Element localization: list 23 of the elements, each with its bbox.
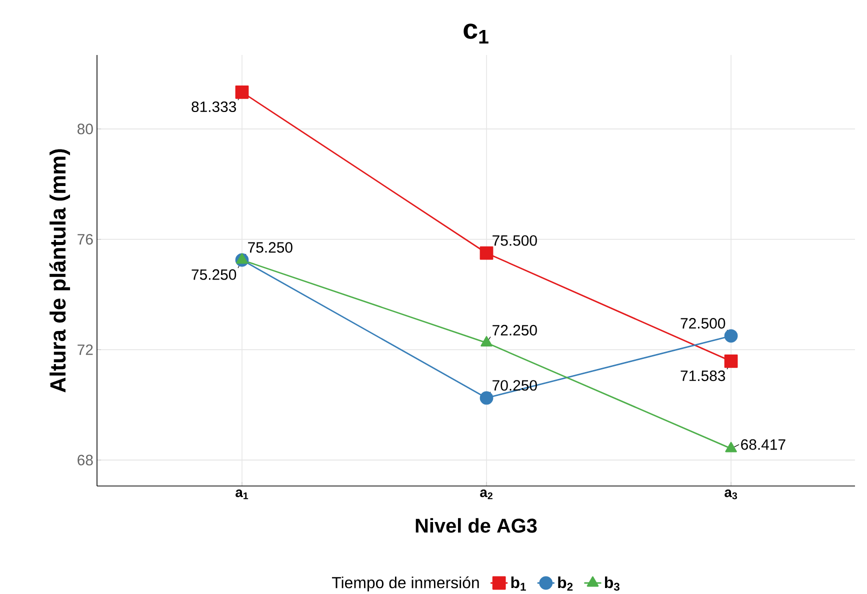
data-label: 70.250 xyxy=(492,380,537,391)
y-tick-label: 76 xyxy=(78,234,93,245)
x-tick-label: a$_{2}$ xyxy=(480,490,492,500)
y-tick-label: 68 xyxy=(78,454,93,466)
y-axis-title: Altura de plántula (mm) xyxy=(49,149,70,393)
x-tick-label: a$_{1}$ xyxy=(236,490,248,500)
data-label: 75.250 xyxy=(248,242,292,253)
data-label: 81.333 xyxy=(192,102,236,112)
data-label: 72.500 xyxy=(680,318,726,329)
data-label: 71.583 xyxy=(680,370,726,382)
legend-title: Tiempo de inmersión xyxy=(332,576,479,592)
x-tick-label: a$_{3}$ xyxy=(724,490,738,500)
legend-label: b$_{1}$ xyxy=(511,576,526,591)
data-label: 68.417 xyxy=(741,439,786,450)
y-tick-label: 72 xyxy=(78,344,93,356)
chart-title: c$_{1}$ xyxy=(464,24,488,44)
data-label: 75.250 xyxy=(192,270,236,280)
y-tick-label: 80 xyxy=(78,124,93,134)
data-label: 72.250 xyxy=(492,325,537,336)
legend-label: b$_{3}$ xyxy=(604,576,620,591)
data-label: 75.500 xyxy=(492,235,537,246)
x-axis-title: Nivel de AG3 xyxy=(416,518,537,533)
legend-label: b$_{2}$ xyxy=(558,576,573,591)
